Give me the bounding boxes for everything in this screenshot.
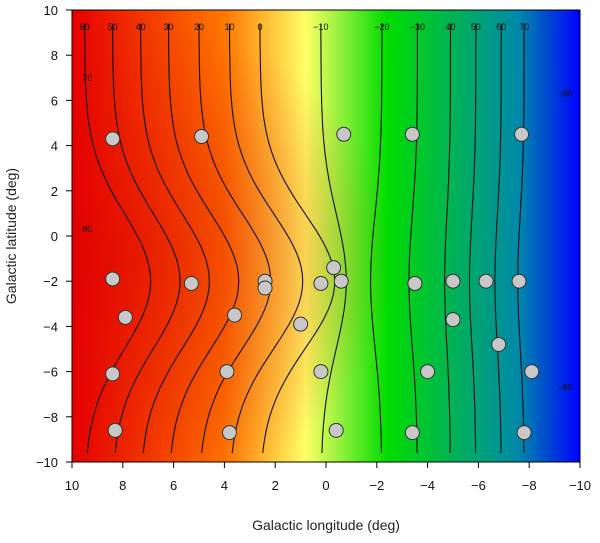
data-point	[420, 364, 436, 380]
contour-line	[517, 23, 525, 454]
data-point	[257, 280, 273, 296]
data-point	[328, 422, 344, 438]
x-tick-label: 2	[272, 478, 279, 493]
data-point	[333, 273, 349, 289]
contour-line	[494, 23, 502, 454]
y-tick-label: 10	[44, 3, 58, 18]
x-tick-label: 4	[221, 478, 228, 493]
x-tick-label: 10	[65, 478, 79, 493]
x-tick-label: −4	[420, 478, 435, 493]
contour-line	[320, 23, 347, 454]
y-axis-title: Galactic latitude (deg)	[3, 168, 19, 304]
contour-label: 70	[82, 73, 92, 83]
contour-label: −80	[557, 89, 572, 99]
data-point	[293, 316, 309, 332]
data-point	[227, 307, 243, 323]
contour-label: 80	[82, 224, 92, 234]
contour-line	[84, 23, 152, 454]
contour-line	[444, 23, 452, 453]
contour-line	[259, 23, 336, 454]
observation-points	[105, 126, 540, 441]
data-point	[105, 271, 121, 287]
contour-label: −10	[313, 22, 328, 32]
data-point	[336, 126, 352, 142]
contour-line	[228, 23, 304, 454]
data-point	[117, 309, 133, 325]
y-tick-label: −2	[43, 274, 58, 289]
contour-line	[140, 23, 210, 454]
contour-label: 40	[445, 22, 455, 32]
x-tick-label: −2	[369, 478, 384, 493]
data-point	[219, 364, 235, 380]
y-tick-label: −8	[43, 410, 58, 425]
y-tick-label: 8	[51, 48, 58, 63]
contour-label: 30	[164, 22, 174, 32]
contour-label: 60	[80, 22, 90, 32]
data-point	[404, 126, 420, 142]
data-point	[107, 422, 123, 438]
contour-label: 70	[519, 22, 529, 32]
data-point	[313, 275, 329, 291]
y-tick-label: 4	[51, 139, 58, 154]
contour-label: 50	[108, 22, 118, 32]
contour-label: 0	[257, 22, 262, 32]
data-point	[221, 425, 237, 441]
contour-label: 60	[496, 22, 506, 32]
y-tick-label: 0	[51, 229, 58, 244]
y-tick-label: 2	[51, 184, 58, 199]
heatmap-surface	[72, 10, 580, 462]
contour-line	[370, 23, 383, 454]
data-point	[105, 131, 121, 147]
data-point	[313, 364, 329, 380]
contour-line	[198, 23, 272, 454]
data-point	[194, 129, 210, 145]
data-point	[514, 126, 530, 142]
data-point	[407, 275, 423, 291]
heatmap-red-core	[72, 10, 580, 462]
contour-lines	[84, 23, 525, 454]
data-point	[524, 364, 540, 380]
x-axis-title: Galactic longitude (deg)	[252, 517, 400, 533]
data-point	[516, 425, 532, 441]
contour-line	[112, 23, 181, 454]
data-point	[491, 336, 507, 352]
data-point	[105, 366, 121, 382]
y-tick-label: 6	[51, 93, 58, 108]
x-tick-label: −8	[522, 478, 537, 493]
contour-label: −30	[410, 22, 425, 32]
y-tick-label: −10	[36, 455, 58, 470]
contour-line	[167, 23, 240, 454]
contour-line	[408, 23, 418, 454]
data-point	[445, 273, 461, 289]
x-tick-label: −6	[471, 478, 486, 493]
contour-label: −20	[374, 22, 389, 32]
x-tick-label: 8	[119, 478, 126, 493]
contour-line	[468, 23, 477, 454]
data-point	[478, 273, 494, 289]
y-tick-label: −6	[43, 365, 58, 380]
data-point	[326, 260, 342, 276]
x-tick-label: 0	[322, 478, 329, 493]
contour-label: 40	[136, 22, 146, 32]
contour-label: 10	[224, 22, 234, 32]
contour-label: −80	[557, 382, 572, 392]
contour-label: 20	[194, 22, 204, 32]
contour-labels: 60 50 40 30 20 10 0 −10 −20 −30 40 50 60 70 70 80 −80 −80	[80, 22, 573, 393]
data-point	[404, 425, 420, 441]
x-tick-label: −10	[569, 478, 591, 493]
x-tick-label: 6	[170, 478, 177, 493]
data-point	[511, 273, 527, 289]
data-point	[445, 312, 461, 328]
data-point	[183, 275, 199, 291]
y-tick-label: −4	[43, 319, 58, 334]
contour-label: 50	[471, 22, 481, 32]
